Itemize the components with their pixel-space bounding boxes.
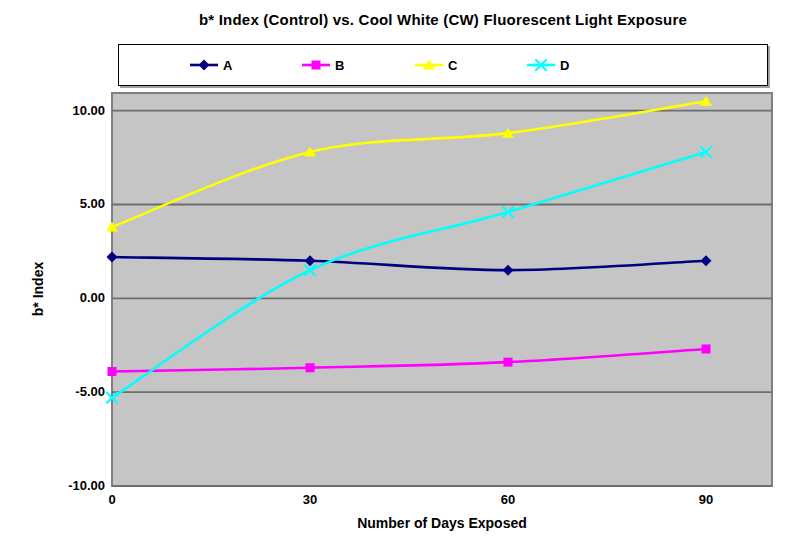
series-B-marker-60 — [504, 358, 513, 367]
x-tick-label-90: 90 — [676, 492, 736, 508]
y-tick-label-10.00: 10.00 — [35, 103, 105, 119]
x-tick-label-30: 30 — [280, 492, 340, 508]
plot-canvas — [0, 0, 800, 546]
y-axis-title: b* Index — [30, 259, 46, 319]
x-tick-label-60: 60 — [478, 492, 538, 508]
series-B-marker-90 — [702, 344, 711, 353]
x-tick-label-0: 0 — [82, 492, 142, 508]
x-axis-title: Number of Days Exposed — [112, 515, 772, 531]
y-tick-label--5.00: -5.00 — [35, 384, 105, 400]
chart: b* Index (Control) vs. Cool White (CW) F… — [0, 0, 800, 546]
series-B-marker-30 — [306, 363, 315, 372]
series-B-marker-0 — [108, 367, 117, 376]
y-tick-label-5.00: 5.00 — [35, 196, 105, 212]
plot-area — [112, 93, 772, 486]
